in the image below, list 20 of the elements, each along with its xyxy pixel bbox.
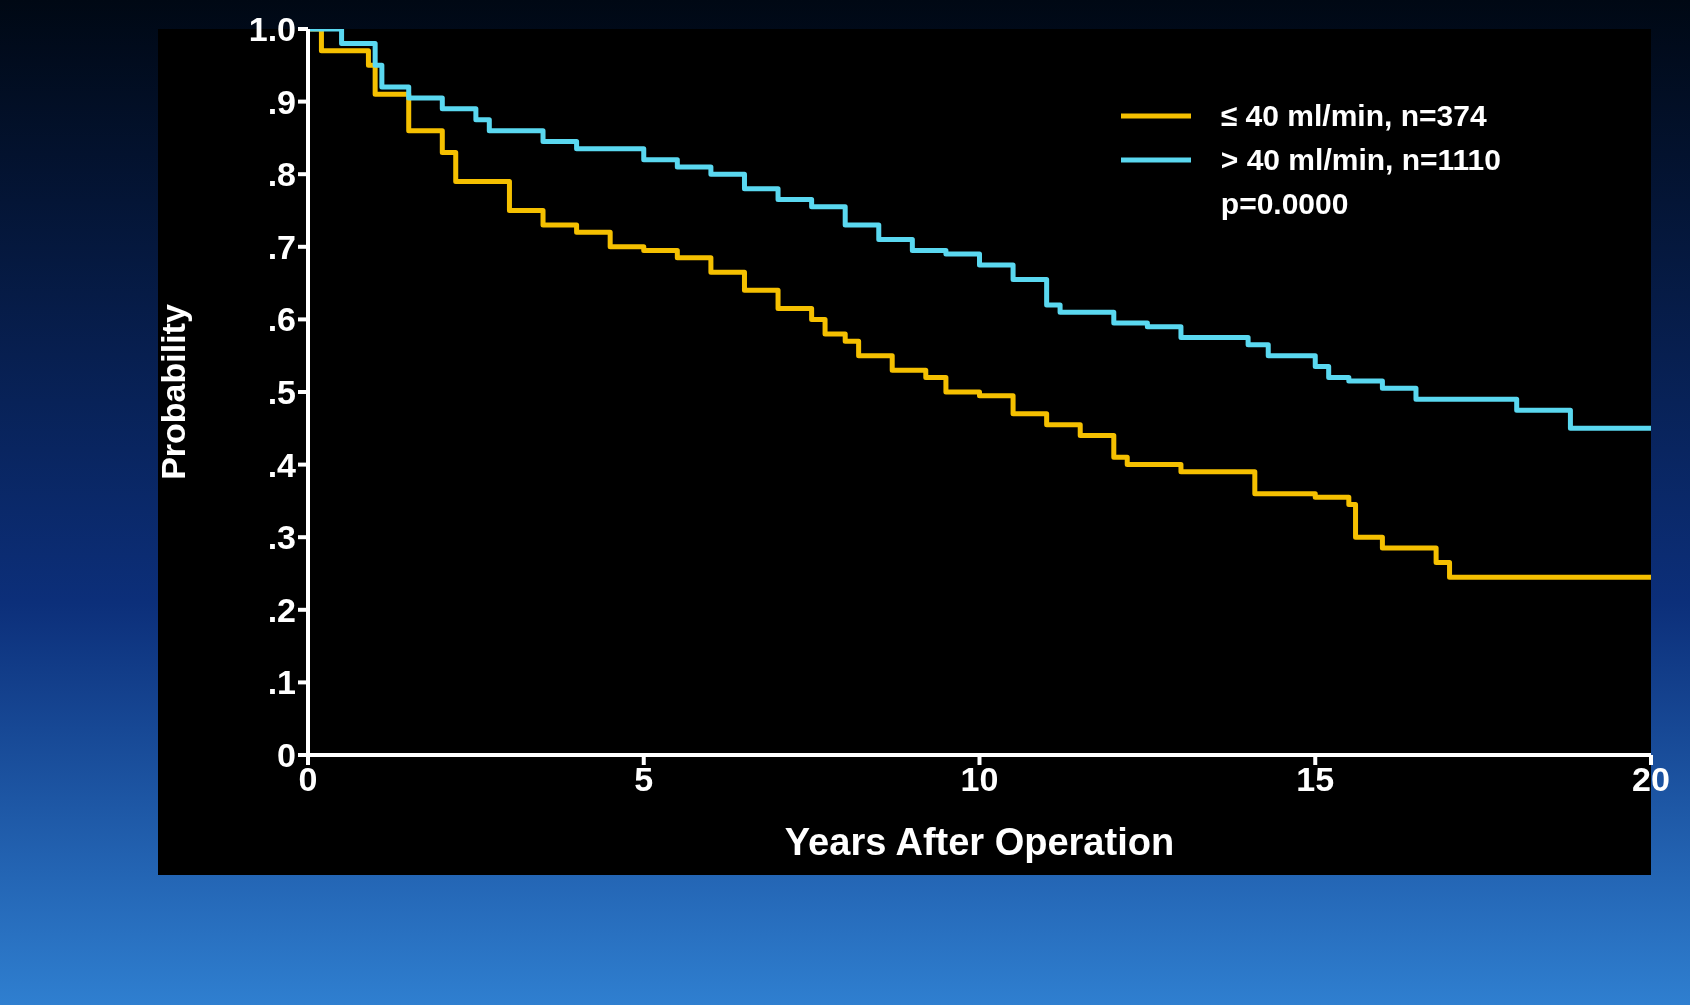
y-tick-label: .4 bbox=[267, 445, 297, 484]
x-tick-label: 5 bbox=[634, 760, 654, 799]
y-tick-label: .3 bbox=[267, 518, 296, 557]
x-tick-label: 10 bbox=[960, 760, 999, 799]
y-tick-label: .9 bbox=[267, 82, 296, 121]
y-tick-label: 0 bbox=[277, 736, 296, 775]
y-axis-title: Probability bbox=[154, 304, 193, 480]
legend-label: ≤ 40 ml/min, n=374 bbox=[1220, 99, 1487, 133]
y-tick-label: .2 bbox=[267, 590, 296, 629]
legend-label: > 40 ml/min, n=1110 bbox=[1220, 143, 1501, 177]
x-tick-label: 20 bbox=[1632, 760, 1670, 799]
x-tick-label: 15 bbox=[1296, 760, 1335, 799]
y-tick-label: .8 bbox=[267, 155, 296, 194]
annotation: p=0.0000 bbox=[1220, 187, 1350, 221]
y-tick-label: 1.0 bbox=[248, 10, 296, 49]
y-tick-label: .1 bbox=[267, 663, 296, 702]
y-tick-label: .6 bbox=[267, 300, 296, 339]
y-tick-label: .7 bbox=[267, 227, 296, 266]
x-axis-title: Years After Operation bbox=[784, 821, 1175, 863]
y-tick-label: .5 bbox=[267, 373, 296, 412]
